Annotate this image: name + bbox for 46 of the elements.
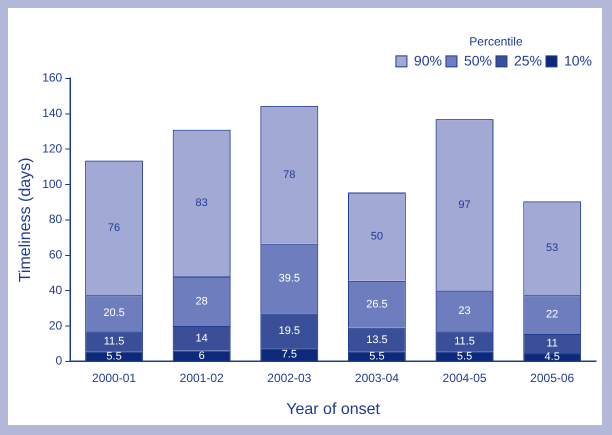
legend-label: 90% [414,52,442,68]
x-axis-title: Year of onset [286,400,381,418]
x-tick-label: 2003-04 [354,370,400,385]
y-tick-label: 140 [42,106,63,120]
data-label: 5.5 [456,350,472,362]
data-label: 6 [198,350,205,362]
data-label: 78 [283,168,296,181]
data-label: 19.5 [278,324,300,337]
data-label: 11 [546,338,558,350]
data-label: 4.5 [544,351,560,364]
data-label: 53 [546,242,558,254]
data-label: 28 [196,295,208,308]
y-tick-label: 120 [42,141,63,156]
legend-label: 10% [564,52,592,68]
legend-title: Percentile [469,34,523,48]
legend-label: 25% [514,52,542,68]
legend-label: 50% [464,52,492,68]
data-label: 20.5 [103,307,125,320]
data-label: 23 [458,305,471,318]
data-label: 5.5 [106,350,122,362]
y-tick-label: 20 [48,318,63,332]
x-tick-label: 2005-06 [530,370,575,385]
y-tick-label: 60 [48,248,63,262]
data-label: 11.5 [104,336,124,348]
y-tick-label: 160 [42,70,63,85]
y-tick-label: 100 [42,176,63,191]
data-label: 39.5 [278,272,300,285]
data-label: 76 [108,222,120,234]
data-label: 26.5 [366,298,388,310]
data-label: 14 [196,332,208,344]
y-tick-label: 80 [48,212,63,226]
data-label: 5.5 [369,350,385,362]
x-tick-label: 2004-05 [442,370,487,385]
data-label: 7.5 [282,348,297,361]
data-label: 97 [458,198,471,211]
data-label: 13.5 [366,334,388,346]
data-label: 22 [546,308,558,321]
y-tick-label: 0 [56,354,63,368]
x-tick-label: 2001-02 [180,370,224,385]
data-label: 50 [370,230,384,243]
y-tick-label: 40 [48,282,63,297]
y-axis-title: Timeliness (days) [17,158,34,282]
data-label: 83 [196,197,208,210]
data-label: 11.5 [454,336,475,348]
x-tick-label: 2002-03 [267,370,312,385]
x-tick-label: 2000-01 [92,370,136,385]
